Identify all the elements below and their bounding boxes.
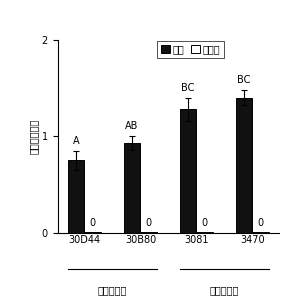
- Text: 0: 0: [202, 218, 208, 228]
- Text: 抵抗性品種: 抵抗性品種: [98, 285, 127, 296]
- Bar: [124, 143, 141, 233]
- Legend: 放飼, 無放飼: 放飼, 無放飼: [158, 41, 224, 58]
- Text: 0: 0: [90, 218, 96, 228]
- Text: A: A: [73, 136, 79, 146]
- Bar: [180, 109, 196, 233]
- Text: BC: BC: [237, 75, 251, 85]
- Text: 感受性品種: 感受性品種: [210, 285, 239, 296]
- Bar: [236, 98, 253, 233]
- Y-axis label: 病応のスコア: 病応のスコア: [29, 118, 39, 154]
- Text: 0: 0: [146, 218, 152, 228]
- Text: AB: AB: [125, 121, 139, 131]
- Text: BC: BC: [181, 83, 195, 93]
- Text: 0: 0: [258, 218, 264, 228]
- Bar: [68, 160, 84, 233]
